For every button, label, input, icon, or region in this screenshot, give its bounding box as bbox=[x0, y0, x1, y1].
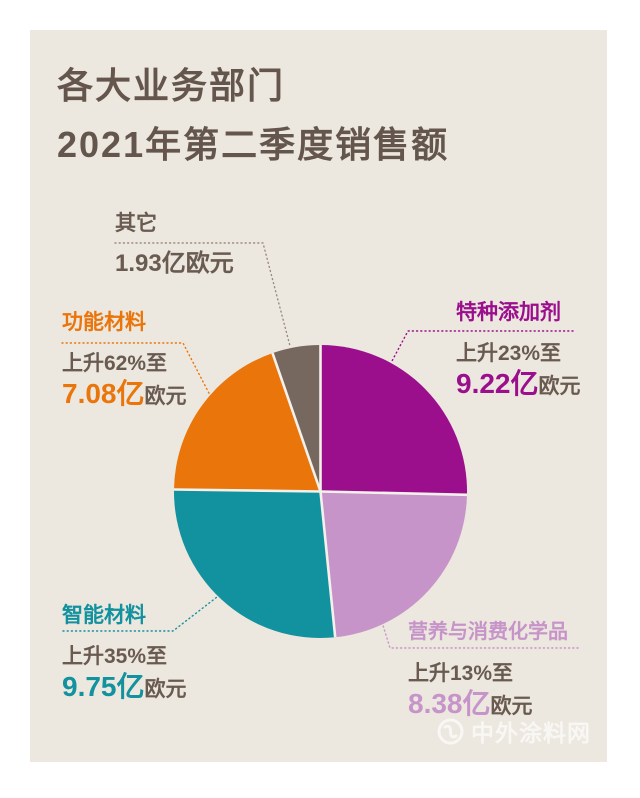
watermark-logo-icon bbox=[437, 718, 464, 745]
slice-amount-value: 7.08亿 bbox=[62, 378, 145, 409]
slice-separator bbox=[271, 352, 322, 492]
slice-amount: 9.22亿欧元 bbox=[456, 368, 581, 403]
slice-name: 营养与消费化学品 bbox=[408, 621, 568, 643]
slice-separator bbox=[319, 491, 337, 638]
slice-name: 其它 bbox=[115, 212, 157, 235]
pie-slice-specialty bbox=[320, 345, 468, 495]
slice-change: 上升35%至 bbox=[62, 645, 168, 668]
watermark-text: 中外涂料网 bbox=[471, 720, 591, 746]
slice-amount: 7.08亿欧元 bbox=[62, 378, 187, 413]
leader-line-nutrition bbox=[380, 618, 579, 649]
slice-name: 特种添加剂 bbox=[456, 301, 561, 324]
slice-separator bbox=[173, 488, 321, 493]
slice-label-functional: 功能材料 上升62%至 7.08亿欧元 bbox=[62, 311, 187, 413]
pie-slice-nutrition bbox=[320, 491, 467, 638]
slice-amount: 9.75亿欧元 bbox=[62, 671, 187, 706]
slice-amount-value: 9.75亿 bbox=[62, 671, 145, 702]
slice-amount-unit: 欧元 bbox=[490, 695, 533, 718]
slice-separator bbox=[320, 490, 468, 497]
slice-label-specialty: 特种添加剂 上升23%至 9.22亿欧元 bbox=[456, 301, 581, 403]
slice-change: 上升13%至 bbox=[408, 662, 514, 685]
leader-line-other bbox=[114, 242, 291, 347]
slice-amount-unit: 欧元 bbox=[144, 385, 187, 408]
slice-label-smart: 智能材料 上升35%至 9.75亿欧元 bbox=[62, 604, 187, 706]
leader-line-specialty bbox=[391, 330, 574, 362]
slice-name: 智能材料 bbox=[62, 604, 146, 627]
slice-label-other: 其它 1.93亿欧元 bbox=[115, 212, 234, 280]
watermark: 中外涂料网 bbox=[437, 714, 591, 748]
pie-slice-smart bbox=[173, 489, 336, 639]
slice-name: 功能材料 bbox=[62, 311, 146, 334]
leader-line-smart bbox=[62, 596, 218, 632]
page-title: 各大业务部门 2021年第二季度销售额 bbox=[57, 56, 449, 174]
slice-label-nutrition: 营养与消费化学品 上升13%至 8.38亿欧元 bbox=[408, 620, 568, 723]
slice-change: 上升62%至 bbox=[62, 352, 168, 375]
slice-amount-value: 9.22亿 bbox=[456, 368, 539, 399]
slice-change: 上升23%至 bbox=[456, 342, 562, 365]
slice-amount: 8.38亿欧元 bbox=[408, 688, 568, 723]
title-line1: 各大业务部门 bbox=[57, 65, 286, 106]
slice-amount: 1.93亿欧元 bbox=[115, 250, 234, 277]
title-line2: 2021年第二季度销售额 bbox=[57, 124, 450, 165]
slice-amount-unit: 欧元 bbox=[144, 678, 187, 701]
slice-amount-unit: 欧元 bbox=[538, 375, 581, 398]
slice-amount-value: 8.38亿 bbox=[408, 688, 491, 719]
